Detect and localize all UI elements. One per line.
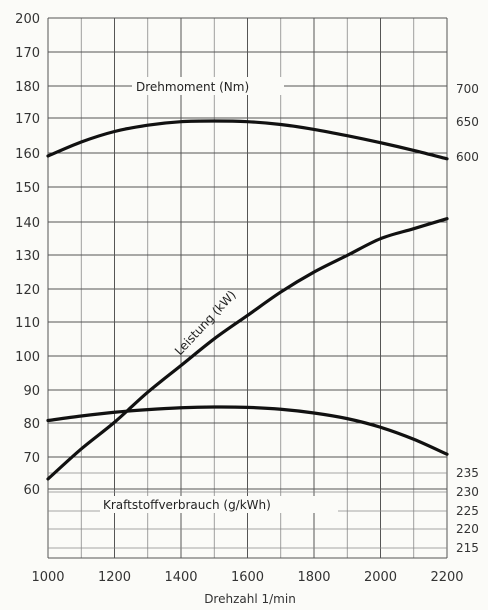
left-tick-label: 200: [15, 12, 40, 27]
right-lower-tick-label: 235: [456, 466, 479, 480]
left-tick-label: 90: [23, 384, 40, 399]
left-tick-label: 120: [15, 283, 40, 298]
right-lower-tick-label: 225: [456, 504, 479, 518]
power-curve: [46, 217, 449, 481]
curves: [46, 119, 449, 481]
right-tick-label: 700: [456, 82, 479, 96]
right-tick-label: 650: [456, 115, 479, 129]
left-tick-label: 130: [15, 249, 40, 264]
fuel-consumption-curve: [46, 405, 449, 456]
x-tick-label: 1200: [98, 570, 131, 585]
left-tick-label: 80: [23, 417, 40, 432]
torque-label-bg: [132, 77, 284, 95]
left-tick-label: 110: [15, 316, 40, 331]
torque-curve: [46, 119, 449, 161]
x-tick-label: 2200: [430, 570, 463, 585]
fuel-label-bg: [100, 496, 338, 513]
torque-curve-label: Drehmoment (Nm): [136, 80, 249, 94]
left-axis-ticks: 200 170 180 170 160 150 140 130 120 110 100 90 80 70 6…: [15, 12, 40, 498]
left-tick-label: 180: [15, 80, 40, 95]
right-axis-ticks: 700 650 600 235 230 225 220 215: [456, 82, 479, 555]
left-tick-label: 70: [23, 451, 40, 466]
fuel-curve-label: Kraftstoffverbrauch (g/kWh): [103, 498, 271, 512]
left-tick-label: 170: [15, 46, 40, 61]
right-lower-tick-label: 230: [456, 485, 479, 499]
curve-labels: Drehmoment (Nm)Leistung (kW)Kraftstoffve…: [100, 77, 338, 513]
right-tick-label: 600: [456, 150, 479, 164]
right-lower-tick-label: 220: [456, 522, 479, 536]
x-tick-label: 2000: [364, 570, 397, 585]
x-tick-label: 1800: [297, 570, 330, 585]
chart-grid: [47, 17, 448, 559]
left-tick-label: 150: [15, 181, 40, 196]
left-tick-label: 100: [15, 350, 40, 365]
x-tick-label: 1600: [231, 570, 264, 585]
x-axis-title: Drehzahl 1/min: [204, 592, 296, 606]
left-tick-label: 170: [15, 112, 40, 127]
x-tick-label: 1400: [164, 570, 197, 585]
left-tick-label: 140: [15, 216, 40, 231]
left-tick-label: 160: [15, 147, 40, 162]
left-tick-label: 60: [23, 483, 40, 498]
right-lower-tick-label: 215: [456, 541, 479, 555]
x-tick-label: 1000: [31, 570, 64, 585]
x-axis-ticks: 1000 1200 1400 1600 1800 2000 2200: [31, 570, 463, 585]
